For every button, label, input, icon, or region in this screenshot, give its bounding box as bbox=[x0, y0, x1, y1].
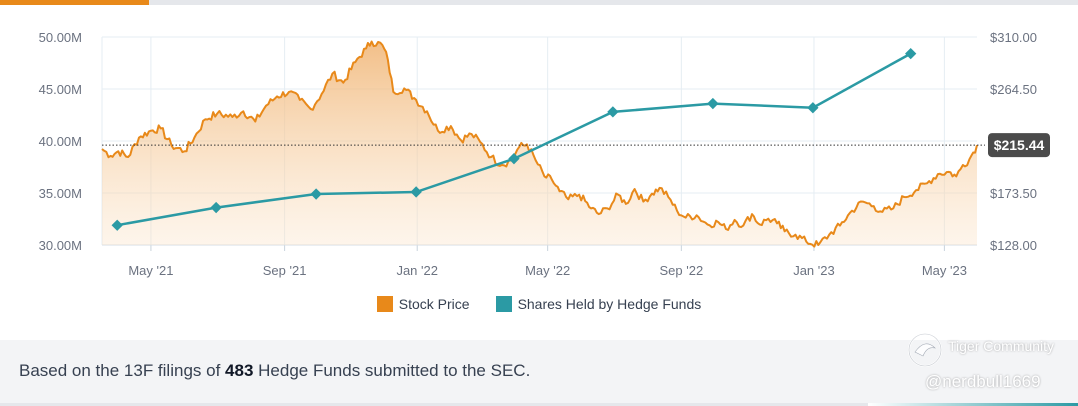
shares-held-marker bbox=[707, 97, 719, 110]
legend-item-stock-price[interactable]: Stock Price bbox=[376, 296, 470, 312]
x-axis-tick-label: May '23 bbox=[922, 263, 967, 278]
right-axis-tick-label: $173.50 bbox=[990, 186, 1037, 201]
left-axis-tick-label: 35.00M bbox=[39, 186, 82, 201]
x-axis-tick-label: Jan '22 bbox=[396, 263, 438, 278]
left-axis-tick-label: 50.00M bbox=[39, 30, 82, 45]
shares-held-swatch bbox=[495, 296, 512, 312]
watermark-brand: Tiger Community bbox=[948, 338, 1055, 354]
watermark-username: @nerdbull1669 bbox=[925, 372, 1041, 391]
current-price-badge: $215.44 bbox=[988, 133, 1050, 158]
chart-legend: Stock Price Shares Held by Hedge Funds bbox=[0, 292, 1078, 316]
legend-label-shares-held: Shares Held by Hedge Funds bbox=[517, 296, 702, 312]
footer-prefix: Based on the 13F filings of bbox=[19, 361, 221, 380]
stock-price-line bbox=[101, 40, 978, 248]
shares-held-marker bbox=[905, 47, 917, 60]
footer-note: Based on the 13F filings of 483 Hedge Fu… bbox=[19, 361, 530, 381]
right-axis-tick-label: $310.00 bbox=[990, 30, 1037, 45]
legend-item-shares-held[interactable]: Shares Held by Hedge Funds bbox=[495, 296, 702, 312]
price-badge-label: $215.44 bbox=[994, 137, 1045, 153]
bottom-accent bbox=[868, 403, 1078, 406]
chart-area: 30.00M 35.00M 40.00M 45.00M 50.00M $128.00 $1… bbox=[0, 5, 1078, 340]
x-axis-tick-label: May '22 bbox=[525, 263, 570, 278]
active-tab-indicator bbox=[0, 0, 149, 5]
x-axis-tick-label: Jan '23 bbox=[793, 263, 835, 278]
shares-held-marker bbox=[310, 188, 322, 200]
tiger-logo-icon bbox=[908, 333, 942, 367]
stock-price-swatch bbox=[376, 296, 393, 312]
bottom-border bbox=[0, 403, 1078, 406]
shares-held-marker bbox=[807, 102, 819, 114]
stock-price-series bbox=[101, 40, 978, 248]
left-axis-tick-label: 40.00M bbox=[39, 134, 82, 149]
footer-suffix: Hedge Funds submitted to the SEC. bbox=[258, 361, 531, 380]
footer-panel: Based on the 13F filings of 483 Hedge Fu… bbox=[0, 340, 1078, 403]
stock-price-area bbox=[102, 41, 977, 247]
legend-label-stock-price: Stock Price bbox=[398, 296, 470, 312]
top-border bbox=[0, 0, 1078, 5]
x-axis-tick-label: Sep '22 bbox=[660, 263, 704, 278]
x-axis-tick-label: May '21 bbox=[128, 263, 173, 278]
price-badge-background bbox=[988, 133, 1050, 158]
right-axis-tick-label: $128.00 bbox=[990, 238, 1037, 253]
shares-held-marker bbox=[410, 186, 422, 198]
left-axis-tick-label: 45.00M bbox=[39, 82, 82, 97]
hedge-fund-chart: 30.00M 35.00M 40.00M 45.00M 50.00M $128.00 $1… bbox=[39, 30, 1050, 278]
shares-held-marker bbox=[210, 201, 222, 214]
left-axis: 30.00M 35.00M 40.00M 45.00M 50.00M bbox=[39, 30, 82, 253]
x-axis: May '21 Sep '21 Jan '22 May '22 Sep '22 Jan '… bbox=[102, 244, 977, 278]
shares-held-marker bbox=[607, 106, 619, 118]
hedge-fund-count: 483 bbox=[225, 361, 254, 380]
x-axis-tick-label: Sep '21 bbox=[263, 263, 307, 278]
right-axis-tick-label: $264.50 bbox=[990, 82, 1037, 97]
left-axis-tick-label: 30.00M bbox=[39, 238, 82, 253]
